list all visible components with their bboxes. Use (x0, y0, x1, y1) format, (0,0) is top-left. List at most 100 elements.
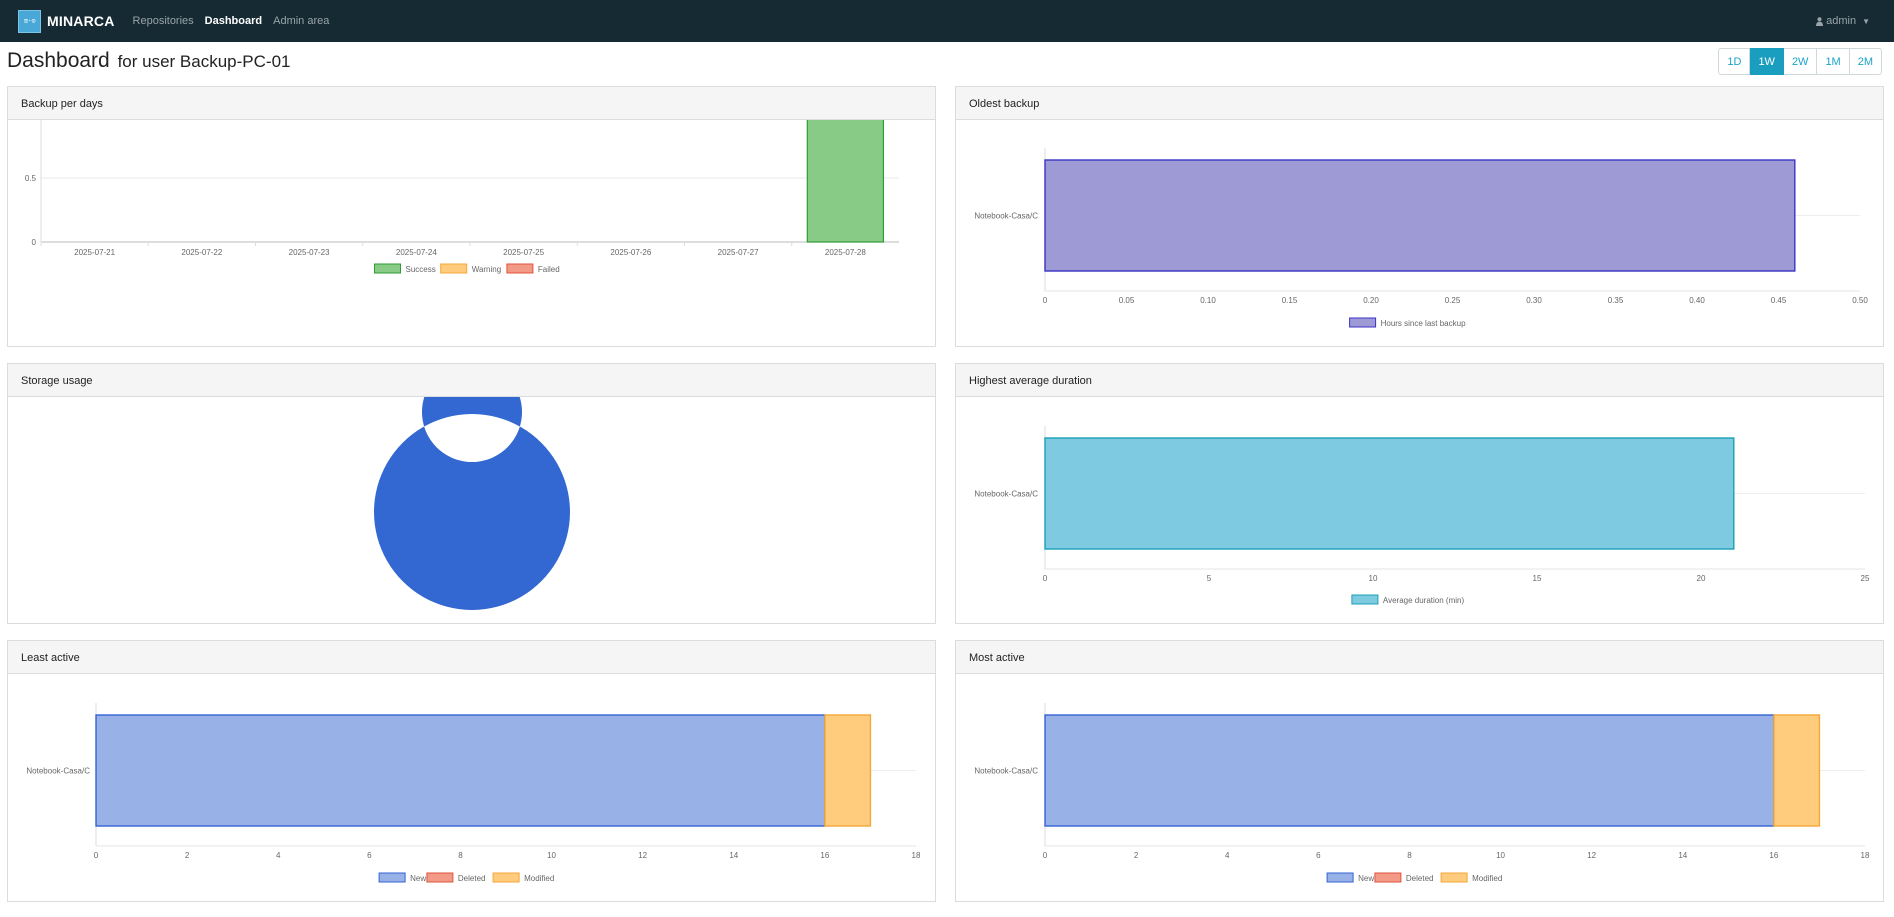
x-tick-label: 2 (185, 851, 190, 860)
oldest-backup-chart: 0 0.05 0.10 0.15 0.20 0.25 0.30 0.35 0.40 0.45 0.5… (974, 148, 1868, 328)
legend-swatch (378, 872, 406, 883)
legend-swatch (506, 263, 534, 274)
bar-average-duration-min- (1044, 437, 1735, 550)
legend-label: Modified (524, 874, 554, 883)
legend-label: Average duration (min) (1383, 596, 1465, 605)
legend-swatch (440, 263, 468, 274)
user-name: admin (1826, 15, 1857, 27)
doughnut-slice (374, 397, 570, 610)
x-tick-label: 2 (1134, 851, 1139, 860)
x-tick-label: 4 (276, 851, 281, 860)
x-tick-label: 6 (367, 851, 372, 860)
bar-new (95, 714, 826, 827)
x-tick-label: 0.30 (1526, 296, 1542, 305)
x-tick-label: 0 (1043, 296, 1048, 305)
x-tick-label: 0.40 (1689, 296, 1705, 305)
bar-modified (1773, 714, 1821, 827)
user-icon (1816, 16, 1824, 26)
highest-average-duration-chart: 0 5 10 15 20 25 Notebook-Casa/C Average duratio… (974, 426, 1870, 605)
page-title-text: Dashboard (7, 49, 110, 72)
x-tick-label: 0.05 (1119, 296, 1135, 305)
nav-repositories[interactable]: Repositories (132, 15, 194, 27)
legend-label: Warning (472, 265, 502, 274)
range-1m-button[interactable]: 1M (1817, 48, 1850, 75)
page-subtitle: for user Backup-PC-01 (117, 52, 291, 71)
legend-swatch (1440, 872, 1468, 883)
storage-usage-chart (374, 397, 570, 610)
x-tick-label: 4 (1225, 851, 1230, 860)
x-tick-label: 0.15 (1282, 296, 1298, 305)
legend-swatch (492, 872, 520, 883)
panel-title: Highest average duration (956, 364, 1883, 397)
brand-link[interactable]: ≡·⊙ MINARCA (18, 9, 115, 33)
page-title: Dashboard for user Backup-PC-01 (7, 49, 290, 73)
x-tick-label: 0 (94, 851, 99, 860)
legend-label: Deleted (1406, 874, 1434, 883)
x-tick-label: 0.50 (1852, 296, 1868, 305)
legend-swatch (1326, 872, 1354, 883)
y-tick-label: Notebook-Casa/C (974, 490, 1038, 499)
bar-modified (824, 714, 872, 827)
x-tick-label: 0 (1043, 574, 1048, 583)
x-tick-label: 20 (1697, 574, 1706, 583)
legend-swatch (1351, 594, 1379, 605)
oldest-backup-panel: Oldest backup 0 0.05 0.10 0.15 0.20 0.25 0.30 0… (955, 86, 1884, 347)
legend-label: Deleted (458, 874, 486, 883)
x-tick-label: 8 (1407, 851, 1412, 860)
x-tick-label: 2025-07-22 (181, 248, 222, 257)
most-active-chart: 0 2 4 6 8 10 12 14 16 18 Notebook-Casa/C New Deleted… (974, 703, 1870, 883)
legend-swatch (374, 263, 401, 274)
x-tick-label: 18 (912, 851, 921, 860)
minarca-logo-icon: ≡·⊙ (18, 9, 41, 33)
x-tick-label: 15 (1533, 574, 1542, 583)
x-tick-label: 0.10 (1200, 296, 1216, 305)
x-tick-label: 12 (1587, 851, 1596, 860)
backup-per-days-panel: Backup per days 00.51.02025-07-212025-07… (7, 86, 936, 347)
user-menu-toggle[interactable]: admin ▼ (1816, 15, 1870, 27)
range-2w-button[interactable]: 2W (1783, 48, 1818, 75)
x-tick-label: 2025-07-23 (289, 248, 330, 257)
storage-usage-panel: Storage usage (7, 363, 936, 624)
legend-label: Hours since last backup (1381, 319, 1466, 328)
most-active-panel: Most active 0 2 4 6 8 10 12 14 16 18 Notebook-Casa… (955, 640, 1884, 902)
y-tick-label: Notebook-Casa/C (974, 767, 1038, 776)
x-tick-label: 2025-07-27 (718, 248, 759, 257)
panel-title: Least active (8, 641, 935, 674)
y-tick-label: Notebook-Casa/C (974, 212, 1038, 221)
x-tick-label: 6 (1316, 851, 1321, 860)
nav-admin-area[interactable]: Admin area (273, 15, 330, 27)
x-tick-label: 8 (458, 851, 463, 860)
nav-dashboard[interactable]: Dashboard (204, 15, 263, 27)
least-active-chart: 0 2 4 6 8 10 12 14 16 18 Notebook-Casa/C New Deleted… (26, 703, 921, 883)
panel-title: Storage usage (8, 364, 935, 397)
top-navbar: ≡·⊙ MINARCA Repositories Dashboard Admin… (0, 0, 1894, 42)
x-tick-label: 0.25 (1445, 296, 1461, 305)
x-tick-label: 2025-07-28 (825, 248, 866, 257)
bar-hours-since-last-backup (1044, 159, 1796, 272)
highest-average-duration-panel: Highest average duration 0 5 10 15 20 25 Noteb… (955, 363, 1884, 624)
time-range-selector: 1D 1W 2W 1M 2M (1718, 48, 1882, 75)
x-tick-label: 14 (1678, 851, 1687, 860)
range-1w-button[interactable]: 1W (1750, 48, 1784, 75)
x-tick-label: 0.20 (1363, 296, 1379, 305)
x-tick-label: 18 (1861, 851, 1870, 860)
brand-name: MINARCA (47, 13, 115, 29)
backup-per-days-chart: 00.51.02025-07-212025-07-222025-07-23202… (25, 120, 899, 274)
x-tick-label: 10 (1369, 574, 1378, 583)
x-tick-label: 2025-07-25 (503, 248, 544, 257)
panel-title: Most active (956, 641, 1883, 674)
x-tick-label: 5 (1207, 574, 1212, 583)
range-2m-button[interactable]: 2M (1849, 48, 1882, 75)
x-tick-label: 0 (1043, 851, 1048, 860)
bar-success (806, 120, 885, 243)
range-1d-button[interactable]: 1D (1718, 48, 1751, 75)
bar-new (1044, 714, 1775, 827)
legend-swatch (1374, 872, 1402, 883)
least-active-panel: Least active 0 2 4 6 8 10 12 14 16 18 Notebook-Cas… (7, 640, 936, 902)
legend-label: Modified (1472, 874, 1502, 883)
legend-label: Failed (538, 265, 560, 274)
panel-title: Oldest backup (956, 87, 1883, 120)
x-tick-label: 2025-07-21 (74, 248, 115, 257)
y-tick-label: 0.5 (25, 174, 37, 183)
x-tick-label: 16 (820, 851, 829, 860)
